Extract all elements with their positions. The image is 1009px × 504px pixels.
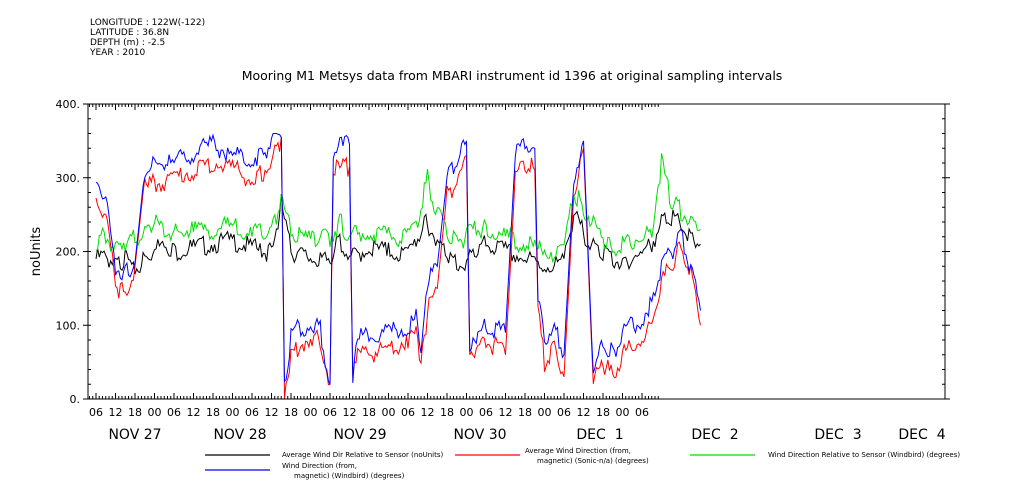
meta-latitude: LATITUDE : 36.8N <box>90 28 170 38</box>
legend-label: magnetic) (Sonic-n/a) (degrees) <box>537 457 649 465</box>
y-tick-label: 0. <box>70 393 81 406</box>
x-day-label: DEC 2 <box>691 427 738 443</box>
x-tick-label: 18 <box>518 406 532 419</box>
x-tick-label: 00 <box>538 406 552 419</box>
y-tick-label: 400. <box>56 98 81 111</box>
x-day-label: DEC 4 <box>898 427 945 443</box>
x-tick-label: 00 <box>460 406 474 419</box>
x-tick-label: 00 <box>226 406 240 419</box>
x-tick-label: 12 <box>499 406 513 419</box>
x-tick-label: 18 <box>362 406 376 419</box>
x-tick-label: 00 <box>382 406 396 419</box>
legend-label: Average Wind Direction (from, <box>525 447 631 455</box>
series-line <box>95 133 701 385</box>
x-day-label: NOV 29 <box>333 427 386 443</box>
x-tick-label: 12 <box>109 406 123 419</box>
x-tick-label: 06 <box>401 406 415 419</box>
meta-depth: DEPTH (m) : -2.5 <box>90 38 166 48</box>
x-day-label: NOV 28 <box>213 427 266 443</box>
series-line <box>95 137 701 399</box>
x-tick-label: 12 <box>421 406 435 419</box>
legend-label: Average Wind Dir Relative to Sensor (noU… <box>282 451 443 459</box>
x-tick-label: 00 <box>304 406 318 419</box>
y-tick-label: 100. <box>56 319 81 332</box>
x-tick-label: 12 <box>265 406 279 419</box>
metadata-block: LONGITUDE : 122W(-122) LATITUDE : 36.8N … <box>90 18 205 58</box>
x-tick-label: 18 <box>128 406 142 419</box>
x-tick-label: 00 <box>616 406 630 419</box>
y-tick-label: 200. <box>56 246 81 259</box>
x-tick-label: 06 <box>635 406 649 419</box>
x-tick-label: 06 <box>89 406 103 419</box>
x-tick-label: 18 <box>440 406 454 419</box>
x-tick-label: 18 <box>596 406 610 419</box>
x-tick-label: 18 <box>206 406 220 419</box>
x-day-label: DEC 3 <box>814 427 861 443</box>
x-tick-label: 06 <box>479 406 493 419</box>
legend-label: Wind Direction Relative to Sensor (Windb… <box>768 451 960 459</box>
x-tick-label: 06 <box>557 406 571 419</box>
legend-label: magnetic) (Windbird) (degrees) <box>294 472 405 480</box>
chart-title: Mooring M1 Metsys data from MBARI instru… <box>242 68 783 83</box>
y-tick-label: 300. <box>56 172 81 185</box>
x-tick-label: 06 <box>167 406 181 419</box>
x-tick-label: 06 <box>245 406 259 419</box>
x-tick-label: 12 <box>187 406 201 419</box>
x-tick-label: 18 <box>284 406 298 419</box>
y-axis-label: noUnits <box>29 227 44 277</box>
x-day-label: NOV 27 <box>108 427 161 443</box>
x-tick-label: 12 <box>577 406 591 419</box>
x-tick-label: 06 <box>323 406 337 419</box>
x-tick-label: 00 <box>148 406 162 419</box>
x-tick-label: 12 <box>343 406 357 419</box>
meta-year: YEAR : 2010 <box>90 48 146 58</box>
series-line <box>95 153 701 263</box>
legend-label: Wind Direction (from, <box>282 462 357 470</box>
series-line <box>95 194 701 275</box>
x-day-label: DEC 1 <box>576 427 623 443</box>
meta-longitude: LONGITUDE : 122W(-122) <box>90 18 206 28</box>
x-day-label: NOV 30 <box>453 427 506 443</box>
